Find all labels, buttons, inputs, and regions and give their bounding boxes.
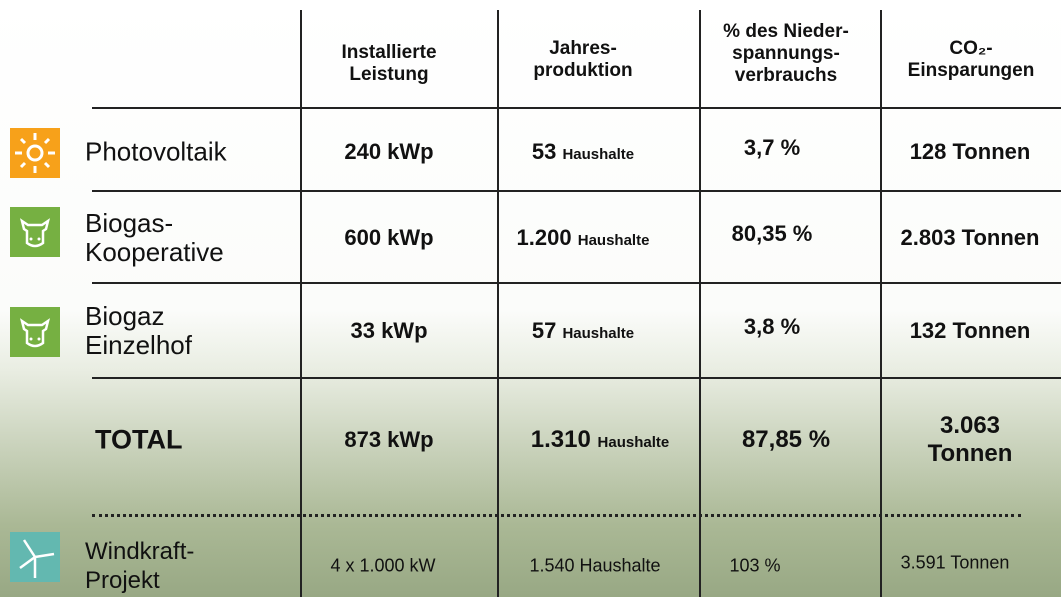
slide: InstallierteLeistung Jahres-produktion %…: [0, 0, 1061, 597]
households: 1.200: [517, 225, 572, 250]
text-line: 80,35 %: [732, 221, 813, 247]
text-line: 240 kWp: [344, 139, 433, 165]
text-line: Tonnen: [928, 440, 1013, 468]
wind-icon: [10, 532, 60, 582]
text-line: TOTAL: [95, 425, 183, 456]
text-line: 132 Tonnen: [910, 318, 1031, 344]
text-line: 3,7 %: [744, 135, 800, 161]
unit: Haushalte: [598, 434, 670, 451]
text-line: Kooperative: [85, 238, 224, 267]
header-line: verbrauchs: [723, 65, 849, 87]
co2: 132 Tonnen: [910, 318, 1031, 344]
header-line: Leistung: [341, 64, 436, 86]
row-name: Windkraft-Projekt: [85, 537, 194, 595]
production: 1.200 Haushalte: [517, 225, 650, 251]
column-header: Jahres-produktion: [533, 38, 632, 82]
column-header: % des Nieder-spannungs-verbrauchs: [723, 21, 849, 87]
column-divider: [699, 10, 701, 597]
power: 600 kWp: [344, 225, 433, 251]
header-line: Einsparungen: [908, 60, 1035, 82]
production: 1.310 Haushalte: [531, 426, 669, 454]
text-line: Photovoltaik: [85, 138, 227, 167]
text-line: Windkraft-: [85, 537, 194, 566]
header-line: CO₂-: [908, 38, 1035, 60]
production: 53 Haushalte: [532, 139, 634, 165]
text-line: 3.591 Tonnen: [901, 553, 1010, 574]
share: 3,8 %: [744, 314, 800, 340]
unit: Haushalte: [578, 232, 650, 249]
column-divider: [880, 10, 882, 597]
power: 4 x 1.000 kW: [330, 556, 435, 577]
header-line: produktion: [533, 60, 632, 82]
column-divider: [497, 10, 499, 597]
text-line: 128 Tonnen: [910, 139, 1031, 165]
header-line: Jahres-: [533, 38, 632, 60]
households: 1.310: [531, 426, 591, 453]
share: 87,85 %: [742, 426, 830, 454]
unit: Haushalte: [562, 325, 634, 342]
text-line: 873 kWp: [344, 427, 433, 453]
row-divider: [92, 377, 1061, 379]
text-line: 33 kWp: [350, 318, 427, 344]
co2: 2.803 Tonnen: [901, 225, 1040, 251]
column-header: CO₂-Einsparungen: [908, 38, 1035, 82]
text-line: Biogas-: [85, 209, 224, 238]
text-line: 3.063: [928, 412, 1013, 440]
cow-icon: [10, 307, 60, 357]
households: 53: [532, 139, 556, 164]
share: 3,7 %: [744, 135, 800, 161]
unit: Haushalte: [562, 146, 634, 163]
solar-icon: [10, 128, 60, 178]
households: 57: [532, 318, 556, 343]
header-line: Installierte: [341, 42, 436, 64]
text-line: 103 %: [729, 556, 780, 577]
total-name: TOTAL: [95, 425, 183, 456]
text-line: Projekt: [85, 566, 194, 595]
share: 80,35 %: [732, 221, 813, 247]
row-name: Photovoltaik: [85, 138, 227, 167]
text-line: 600 kWp: [344, 225, 433, 251]
row-divider: [92, 107, 1061, 109]
power: 240 kWp: [344, 139, 433, 165]
row-divider: [92, 190, 1061, 192]
co2: 3.591 Tonnen: [901, 553, 1010, 574]
dotted-divider: [92, 514, 1021, 517]
text-line: 4 x 1.000 kW: [330, 556, 435, 577]
header-line: % des Nieder-: [723, 21, 849, 43]
header-line: spannungs-: [723, 43, 849, 65]
text-line: Einzelhof: [85, 331, 192, 360]
cow-icon: [10, 207, 60, 257]
power: 33 kWp: [350, 318, 427, 344]
production: 57 Haushalte: [532, 318, 634, 344]
text-line: 2.803 Tonnen: [901, 225, 1040, 251]
production: 1.540 Haushalte: [529, 556, 660, 577]
text-line: Biogaz: [85, 302, 192, 331]
text-line: 87,85 %: [742, 426, 830, 454]
co2: 128 Tonnen: [910, 139, 1031, 165]
text-line: 1.540 Haushalte: [529, 556, 660, 577]
row-name: Biogas-Kooperative: [85, 209, 224, 267]
row-divider: [92, 282, 1061, 284]
share: 103 %: [729, 556, 780, 577]
text-line: 3,8 %: [744, 314, 800, 340]
column-divider: [300, 10, 302, 597]
power: 873 kWp: [344, 427, 433, 453]
